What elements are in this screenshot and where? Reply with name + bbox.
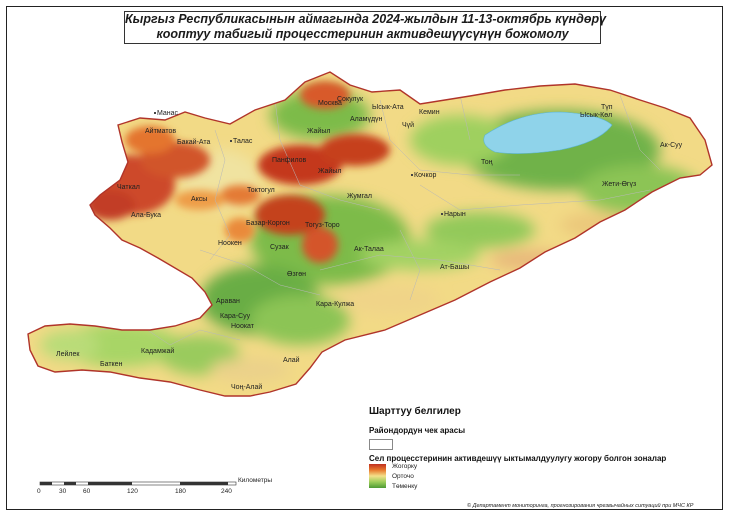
- place-label: Манас: [154, 110, 178, 117]
- title-line-2: кооптуу табигый процесстеринин активдешү…: [156, 27, 569, 41]
- legend-heading: Шарттуу белгилер: [369, 406, 461, 417]
- place-label: Лейлек: [56, 351, 80, 358]
- credit-text: © Департамент мониторинга, прогнозирован…: [467, 503, 694, 509]
- place-label: Өзгөн: [287, 271, 306, 278]
- place-label: Ноокат: [231, 323, 255, 330]
- scale-tick-label: 120: [127, 488, 138, 495]
- scale-tick-label: 180: [175, 488, 186, 495]
- place-label: Аксы: [191, 196, 208, 203]
- legend-boundary-swatch: [369, 439, 393, 450]
- map-title: Кыргыз Республикасынын аймагында 2024-жы…: [124, 11, 607, 44]
- place-label: Панфилов: [272, 157, 307, 164]
- legend-low-label: Төменку: [392, 483, 418, 490]
- place-label: Жайыл: [307, 128, 331, 135]
- place-label: Тогуз-Торо: [305, 222, 340, 229]
- place-label: Кемин: [419, 109, 440, 116]
- lake-issyk-kul: [483, 111, 613, 154]
- place-label: Алай: [283, 357, 300, 364]
- scale-tick-label: 0: [37, 488, 41, 495]
- place-label: Жайыл: [318, 168, 342, 175]
- legend-color-ramp: [369, 464, 386, 488]
- place-label: Талас: [230, 138, 252, 145]
- place-label: Түп: [601, 104, 613, 111]
- scale-tick-label: 60: [83, 488, 91, 495]
- legend-high-label: Жогорку: [392, 463, 418, 470]
- place-label: Кадамжай: [141, 348, 175, 355]
- scale-unit: Километры: [238, 477, 273, 484]
- place-label: Кара-Кулжа: [316, 301, 355, 308]
- place-label: Чоң-Алай: [231, 384, 263, 391]
- scale-tick-label: 240: [221, 488, 232, 495]
- legend-ramp-label: Сел процесстеринин активдешүү ыктымалдуу…: [369, 454, 667, 463]
- place-label: Айтматов: [145, 128, 177, 135]
- place-label: Сузак: [270, 244, 289, 251]
- place-label: Тоң: [481, 159, 493, 166]
- place-label: Ысык-Көл: [580, 112, 613, 119]
- place-label: Москва: [318, 100, 342, 107]
- place-label: Жети-Өгүз: [602, 181, 637, 188]
- place-label: Кара-Суу: [220, 313, 251, 320]
- legend-boundary-label: Райондордун чек арасы: [369, 426, 466, 435]
- place-label: Нарын: [441, 211, 466, 218]
- place-label: Аламүдүн: [350, 116, 383, 123]
- place-label: Араван: [216, 298, 240, 305]
- map-frame: [6, 6, 723, 510]
- place-label: Ноокен: [218, 240, 242, 247]
- place-label: Базар-Коргон: [246, 220, 290, 227]
- title-line-1: Кыргыз Республикасынын аймагында 2024-жы…: [125, 12, 607, 26]
- place-label: Ак-Суу: [660, 142, 683, 149]
- place-label: Чаткал: [117, 184, 140, 191]
- district-boundaries: [99, 94, 661, 346]
- place-label: Ысык-Ата: [372, 104, 404, 111]
- scale-bar: [39, 481, 237, 486]
- place-label: Бакай-Ата: [177, 139, 211, 146]
- place-label: Токтогул: [247, 187, 275, 194]
- place-label: Сокулук: [337, 96, 364, 103]
- place-label: Жумгал: [347, 193, 372, 200]
- legend-medium-label: Орточо: [392, 473, 414, 480]
- place-label: Чүй: [402, 122, 415, 129]
- place-label: Ат-Башы: [440, 264, 470, 271]
- scale-tick-label: 30: [59, 488, 67, 495]
- place-label: Ак-Талаа: [354, 246, 384, 253]
- place-label: Ала-Бука: [131, 212, 162, 219]
- country-border: [27, 71, 713, 397]
- place-label: Баткен: [100, 361, 123, 368]
- place-label: Кочкор: [411, 172, 436, 179]
